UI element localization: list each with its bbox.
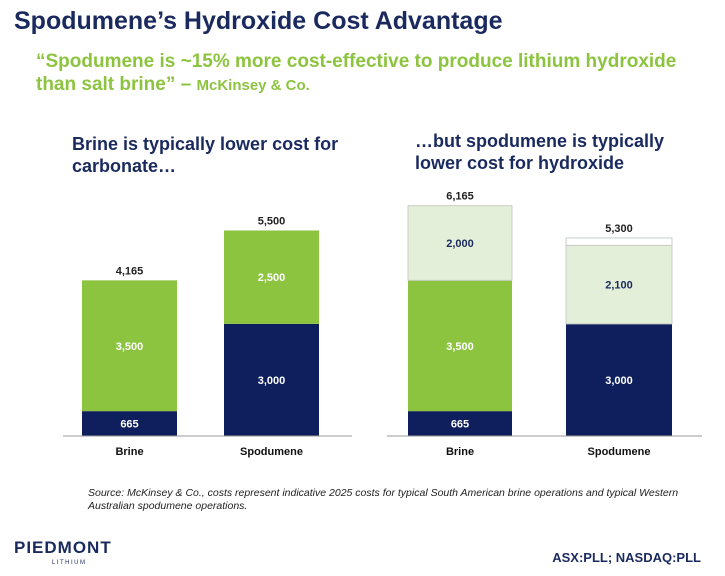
bar-segment	[407, 205, 513, 281]
data-label: 3,000	[258, 375, 286, 387]
data-label: 665	[451, 419, 469, 431]
data-label: 2,500	[258, 272, 286, 284]
cost-charts: 665 3,500 4,165 Brine 3,000 2,500 5,500 Spodume…	[63, 191, 702, 458]
logo-sub: LITHIUM	[52, 560, 87, 566]
bar-segment	[408, 411, 512, 436]
quote-attribution: McKinsey & Co.	[196, 77, 310, 94]
data-label: 665	[120, 419, 138, 431]
total-label: 5,500	[258, 215, 286, 227]
quote-text: “Spodumene is ~15% more cost-effective t…	[36, 51, 677, 95]
data-label: 2,000	[446, 238, 474, 250]
left-chart-title: Brine is typically lower cost for carbon…	[72, 134, 339, 176]
data-label: 2,100	[605, 280, 633, 292]
total-label: 4,165	[116, 265, 144, 277]
bar-segment	[82, 411, 177, 436]
page-title: Spodumene’s Hydroxide Cost Advantage	[14, 7, 503, 35]
piedmont-logo: PIEDMONT LITHIUM	[14, 538, 112, 566]
category-label: Spodumene	[588, 446, 651, 458]
category-label: Brine	[446, 446, 474, 458]
data-label: 3,000	[605, 375, 633, 387]
category-label: Brine	[115, 446, 143, 458]
ticker: ASX:PLL; NASDAQ:PLL	[552, 550, 701, 565]
right-chart-title: …but spodumene is typically lower cost f…	[415, 131, 665, 173]
quote: “Spodumene is ~15% more cost-effective t…	[36, 50, 706, 97]
bar-segment	[565, 237, 673, 246]
bar-segment	[566, 323, 672, 436]
source-note: Source: McKinsey & Co., costs represent …	[88, 487, 679, 512]
category-label: Spodumene	[240, 446, 303, 458]
bar-segment	[224, 323, 319, 436]
total-label: 6,165	[446, 191, 474, 203]
total-label: 5,300	[605, 223, 633, 235]
logo-name: PIEDMONT	[14, 538, 112, 557]
bar-segment	[408, 280, 512, 412]
data-label: 3,500	[116, 341, 144, 353]
bar-segment	[224, 230, 319, 324]
data-label: 3,500	[446, 341, 474, 353]
bar-segment	[82, 280, 177, 412]
